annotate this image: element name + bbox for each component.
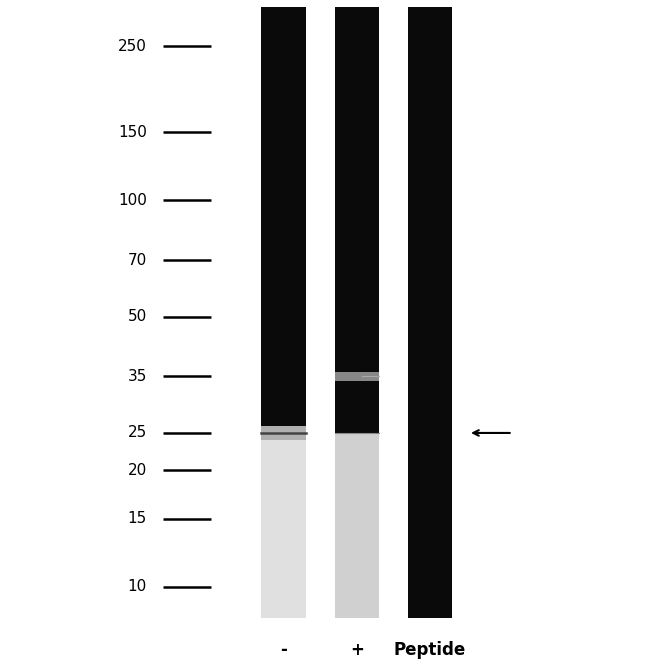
Text: 20: 20 xyxy=(127,463,147,478)
Text: Peptide: Peptide xyxy=(394,641,466,659)
Bar xyxy=(335,433,379,618)
Text: -: - xyxy=(280,641,287,659)
Bar xyxy=(261,7,306,618)
Text: 15: 15 xyxy=(127,511,147,526)
Text: 35: 35 xyxy=(127,369,147,384)
Text: 100: 100 xyxy=(118,193,147,208)
Bar xyxy=(261,440,306,618)
Text: 10: 10 xyxy=(127,579,147,594)
Text: 25: 25 xyxy=(127,426,147,440)
Bar xyxy=(335,372,379,381)
Text: 150: 150 xyxy=(118,124,147,140)
Bar xyxy=(408,7,452,618)
Bar xyxy=(335,7,379,618)
Bar xyxy=(261,426,306,440)
Text: +: + xyxy=(350,641,364,659)
Text: 70: 70 xyxy=(127,253,147,267)
Text: 250: 250 xyxy=(118,39,147,54)
Text: 50: 50 xyxy=(127,309,147,324)
